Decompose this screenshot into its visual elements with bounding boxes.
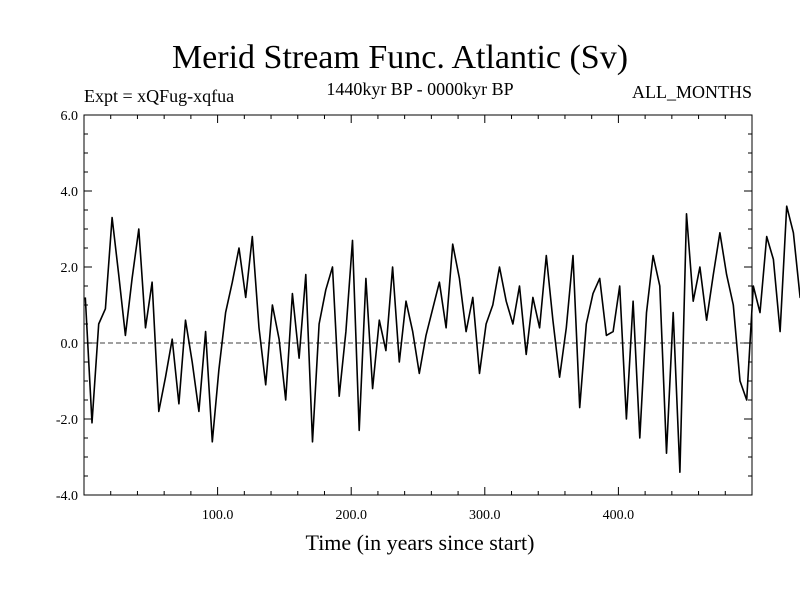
x-tick-label: 400.0	[603, 508, 635, 523]
x-tick-label: 300.0	[469, 508, 501, 523]
y-tick-label: 0.0	[61, 337, 79, 352]
experiment-label: Expt = xQFug-xqfua	[84, 86, 235, 106]
y-tick-label: -4.0	[56, 489, 78, 504]
y-tick-label: 4.0	[61, 185, 79, 200]
y-tick-label: -2.0	[56, 413, 78, 428]
months-label: ALL_MONTHS	[632, 82, 752, 102]
chart-subtitle: 1440kyr BP - 0000kyr BP	[326, 79, 514, 99]
plot-frame	[83, 114, 753, 496]
x-axis-label: Time (in years since start)	[305, 530, 535, 555]
x-tick-label: 100.0	[202, 508, 234, 523]
y-tick-label: 6.0	[61, 109, 79, 124]
x-tick-label: 200.0	[335, 508, 367, 523]
chart-title: Merid Stream Func. Atlantic (Sv)	[171, 39, 629, 76]
y-tick-label: 2.0	[61, 261, 79, 276]
series-line	[84, 205, 800, 474]
